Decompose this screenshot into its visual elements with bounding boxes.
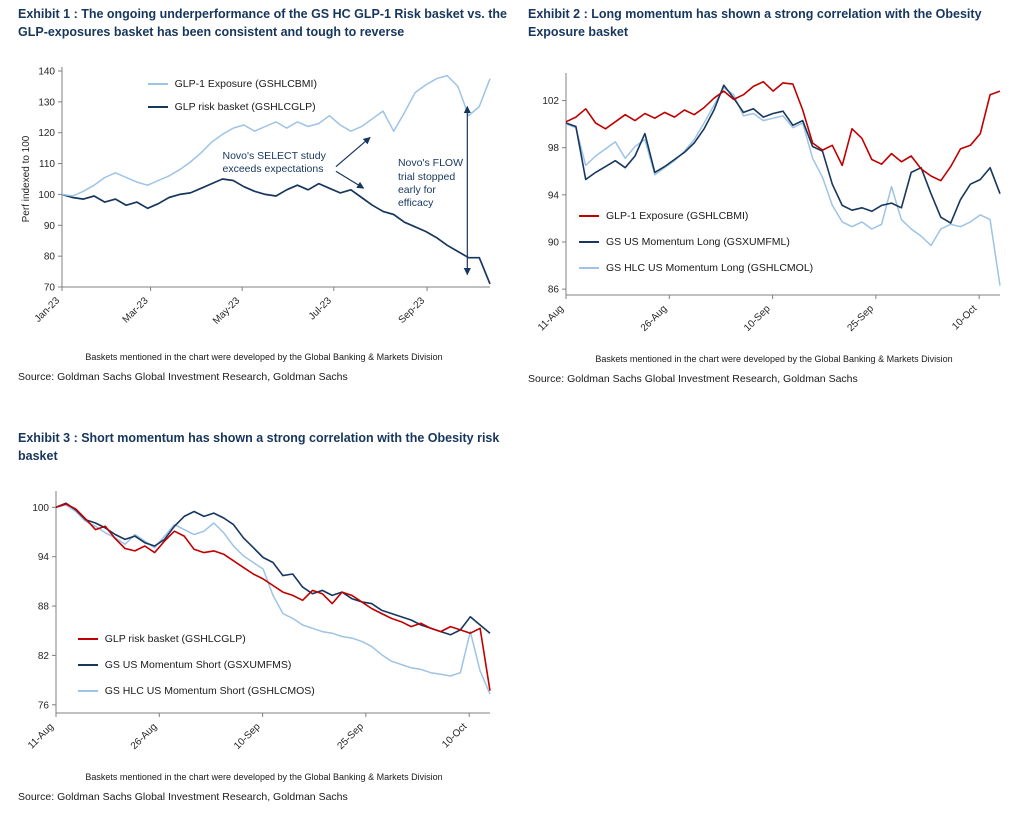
x-tick-label: 25-Sep (335, 721, 366, 752)
annotation-arrow (335, 170, 365, 189)
x-tick-label: Mar-23 (121, 295, 151, 325)
exhibit-2-source: Source: Goldman Sachs Global Investment … (528, 373, 858, 385)
legend-label: GS US Momentum Short (GSXUMFMS) (104, 659, 292, 672)
x-tick-label: 10-Oct (440, 721, 469, 750)
series-line (55, 504, 491, 695)
x-tick-label: May-23 (211, 295, 243, 327)
legend-label: GLP-1 Exposure (GSHLCBMI) (174, 78, 317, 91)
legend-entry: GS US Momentum Long (GSXUMFML) (579, 229, 813, 255)
legend-line-swatch (147, 83, 168, 86)
x-tick-label: 10-Sep (232, 721, 263, 752)
series-line (55, 503, 491, 691)
exhibit-1: Exhibit 1 : The ongoing underperformance… (18, 6, 510, 383)
x-tick-label: 10-Oct (950, 303, 979, 332)
exhibit-2-chart: 86 90 94 98 102 11-Aug 26-Aug 10-Sep 25-Sep 10-Oc… (528, 63, 1020, 352)
y-tick-label: 140 (38, 67, 55, 78)
exhibit-3-title: Exhibit 3 : Short momentum has shown a s… (18, 431, 500, 463)
legend-entry: GLP risk basket (GSHLCGLP) (147, 96, 317, 119)
chart-legend: GLP-1 Exposure (GSHLCBMI) GS US Momentum … (579, 203, 813, 281)
legend-entry: GS US Momentum Short (GSXUMFMS) (77, 652, 315, 678)
y-tick-label: 94 (38, 552, 50, 563)
y-tick-label: 94 (548, 190, 560, 201)
legend-line-swatch (77, 638, 98, 641)
legend-label: GLP risk basket (GSHLCGLP) (104, 633, 246, 646)
chart-annotation: Novo's SELECT study exceeds expectations (222, 149, 326, 175)
legend-line-swatch (579, 266, 600, 269)
series-line (565, 86, 1001, 286)
series-line (565, 84, 1001, 224)
x-tick-label: Jan-23 (33, 295, 63, 325)
legend-entry: GLP-1 Exposure (GSHLCBMI) (579, 203, 813, 229)
x-tick-label: 11-Aug (26, 721, 56, 751)
y-tick-label: 82 (38, 651, 50, 662)
chart-legend: GLP risk basket (GSHLCGLP) GS US Momentum… (77, 626, 315, 704)
y-tick-label: 100 (38, 190, 55, 201)
y-tick-label: 70 (44, 283, 56, 294)
y-tick-label: 88 (38, 602, 50, 613)
y-tick-label: 120 (38, 128, 55, 139)
x-tick-label: Jul-23 (307, 295, 334, 322)
legend-entry: GS HLC US Momentum Short (GSHLCMOS) (77, 678, 315, 704)
legend-label: GS US Momentum Long (GSXUMFML) (606, 235, 790, 248)
y-tick-label: 100 (32, 503, 49, 514)
legend-label: GLP-1 Exposure (GSHLCBMI) (606, 209, 749, 222)
chart-canvas: 86 90 94 98 102 11-Aug 26-Aug 10-Sep 25-Sep 10-Oc… (536, 73, 1001, 334)
legend-line-swatch (579, 214, 600, 217)
exhibit-1-chart: 70 80 90 100 110 120 130 140 Jan-23 Mar-23 May-23 J… (18, 49, 510, 350)
x-tick-label: 10-Sep (742, 303, 773, 334)
exhibit-1-title: Exhibit 1 : The ongoing underperformance… (18, 7, 507, 39)
exhibit-2-footnote: Baskets mentioned in the chart were deve… (595, 354, 953, 364)
legend-entry: GS HLC US Momentum Long (GSHLCMOL) (579, 255, 813, 281)
y-tick-label: 98 (548, 143, 560, 154)
exhibit-1-source: Source: Goldman Sachs Global Investment … (18, 371, 348, 383)
chart-canvas: 70 80 90 100 110 120 130 140 Jan-23 Mar-23 May-23 J… (21, 67, 491, 327)
chart-legend: GLP-1 Exposure (GSHLCBMI) GLP risk basket… (147, 73, 317, 119)
x-tick-label: 26-Aug (639, 303, 670, 334)
x-tick-label: 11-Aug (536, 303, 566, 333)
chart-annotation: Novo's FLOW trial stopped early for effi… (397, 157, 463, 209)
exhibit-2: Exhibit 2 : Long momentum has shown a st… (528, 6, 1020, 385)
legend-line-swatch (77, 690, 98, 693)
series-line (55, 502, 491, 636)
annotation-arrow (335, 136, 371, 168)
x-tick-label: 25-Sep (845, 303, 876, 334)
y-tick-label: 110 (39, 159, 55, 170)
chart-canvas: 76 82 88 94 100 11-Aug 26-Aug 10-Sep 25-Sep 10-Oc… (26, 491, 491, 752)
exhibit-2-title: Exhibit 2 : Long momentum has shown a st… (528, 7, 982, 39)
exhibit-3-footnote: Baskets mentioned in the chart were deve… (85, 772, 443, 782)
legend-label: GLP risk basket (GSHLCGLP) (174, 101, 316, 114)
legend-line-swatch (579, 240, 600, 243)
legend-line-swatch (77, 664, 98, 667)
x-tick-label: Sep-23 (397, 295, 428, 326)
exhibit-3-source: Source: Goldman Sachs Global Investment … (18, 791, 348, 803)
legend-label: GS HLC US Momentum Long (GSHLCMOL) (606, 261, 814, 274)
series-line (565, 80, 1001, 182)
y-tick-label: 86 (548, 285, 560, 296)
x-tick-label: 26-Aug (129, 721, 160, 752)
y-tick-label: 102 (542, 96, 559, 107)
y-tick-label: 90 (548, 237, 560, 248)
y-tick-label: 76 (38, 700, 50, 711)
legend-entry: GLP-1 Exposure (GSHLCBMI) (147, 73, 317, 96)
y-tick-label: 80 (44, 252, 56, 263)
legend-entry: GLP risk basket (GSHLCGLP) (77, 626, 315, 652)
series-line (61, 74, 491, 197)
legend-line-swatch (147, 106, 168, 109)
exhibit-3: Exhibit 3 : Short momentum has shown a s… (18, 430, 510, 803)
series-line (61, 178, 491, 285)
y-tick-label: 130 (38, 97, 55, 108)
exhibit-3-chart: 76 82 88 94 100 11-Aug 26-Aug 10-Sep 25-Sep 10-Oc… (18, 481, 510, 770)
exhibit-1-footnote: Baskets mentioned in the chart were deve… (85, 352, 443, 362)
legend-label: GS HLC US Momentum Short (GSHLCMOS) (104, 685, 315, 698)
y-tick-label: 90 (44, 221, 56, 232)
y-axis-title: Perf indexed to 100 (21, 135, 32, 222)
